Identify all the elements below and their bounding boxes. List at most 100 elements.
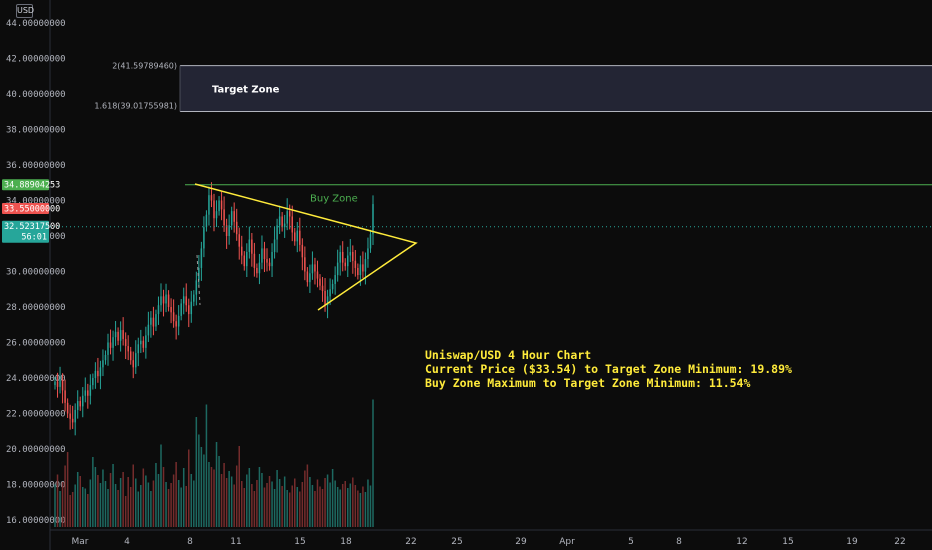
candle-body: [162, 296, 165, 304]
candle-body: [117, 331, 119, 341]
volume-bar: [362, 486, 364, 527]
candle-body: [132, 360, 134, 368]
volume-bar: [225, 478, 228, 527]
candle-body: [225, 225, 228, 236]
buy-zone-label: Buy Zone: [310, 194, 358, 205]
volume-bar: [107, 489, 109, 527]
volume-bar: [89, 479, 92, 527]
volume-bar: [294, 478, 296, 527]
candle-body: [200, 248, 203, 268]
volume-bar: [334, 480, 336, 527]
candle-body: [87, 390, 89, 396]
candle-body: [243, 255, 246, 267]
candle-body: [359, 264, 362, 276]
volume-bar: [119, 478, 122, 527]
candle-body: [324, 291, 326, 306]
candle-body: [271, 251, 273, 267]
volume-bar: [64, 465, 66, 527]
candle-body: [56, 381, 59, 387]
candle-body: [357, 267, 359, 276]
volume-bar: [162, 467, 165, 527]
volume-bar: [324, 478, 326, 527]
candle-body: [104, 354, 107, 361]
volume-bar: [347, 488, 349, 527]
volume-bar: [228, 471, 230, 527]
volume-bar: [167, 489, 170, 527]
candle-body: [102, 360, 104, 368]
y-tick-label: 28.00000000: [6, 303, 66, 313]
candle-body: [339, 251, 341, 263]
volume-bar: [124, 496, 127, 527]
candle-body: [352, 251, 354, 261]
volume-bar: [304, 470, 306, 527]
candle-body: [344, 262, 346, 267]
candle-body: [347, 255, 349, 267]
candle-body: [306, 271, 309, 283]
triangle-pattern: [194, 183, 418, 311]
x-tick-label: 15: [294, 537, 305, 547]
volume-bar: [92, 457, 94, 527]
volume-bar: [359, 493, 362, 527]
volume-bar: [150, 491, 152, 527]
candle-body: [203, 227, 205, 249]
volume-bar: [61, 482, 64, 527]
volume-bar: [291, 485, 293, 527]
price-tag: [2, 220, 49, 243]
currency-badge[interactable]: USD: [16, 4, 34, 18]
target-zone-box: [180, 65, 932, 112]
candle-body: [319, 278, 321, 286]
candle-body: [208, 195, 210, 215]
price-tag: [2, 179, 49, 191]
price-tag: [2, 202, 49, 214]
volume-bar: [306, 464, 309, 527]
candle-body: [278, 216, 281, 226]
volume-bar: [135, 478, 137, 527]
y-tick-label: 16.00000000: [6, 516, 66, 526]
volume-bar: [76, 472, 79, 527]
volume-bar: [82, 487, 84, 527]
volume-bar: [223, 463, 225, 527]
candle-body: [119, 330, 122, 341]
candle-body: [195, 280, 198, 295]
volume-bar: [215, 442, 218, 527]
volume-bar: [172, 474, 175, 527]
candle-body: [367, 248, 369, 260]
candle-body: [175, 321, 177, 327]
candle-body: [220, 200, 223, 210]
volume-bar: [268, 476, 271, 527]
volume-bar: [258, 467, 261, 527]
candle-body: [213, 200, 215, 219]
volume-bar: [140, 485, 142, 527]
volume-bar: [132, 464, 134, 527]
volume-bar: [74, 484, 76, 527]
x-tick-label: Apr: [559, 537, 575, 547]
volume-bar: [372, 399, 374, 527]
candle-body: [79, 401, 81, 407]
y-tick-label: 20.00000000: [6, 445, 66, 455]
x-tick-label: 18: [340, 537, 352, 547]
x-tick-label: 15: [782, 537, 793, 547]
candle-body: [185, 296, 187, 306]
y-tick-label: 42.00000000: [6, 55, 66, 65]
volume-bar: [321, 489, 324, 527]
x-tick-label: 22: [405, 537, 416, 547]
price-tag-countdown: 56:01: [21, 233, 47, 243]
candle-body: [316, 271, 319, 279]
volume-bar: [349, 483, 352, 527]
candle-body: [309, 273, 311, 283]
candle-body: [193, 294, 195, 302]
volume-bar: [326, 474, 329, 527]
candle-body: [235, 221, 238, 235]
volume-bar: [122, 472, 124, 527]
candle-body: [296, 230, 299, 242]
y-tick-label: 30.00000000: [6, 268, 66, 278]
volume-bar: [344, 481, 346, 527]
volume-bar: [301, 482, 304, 527]
candle-body: [94, 370, 97, 378]
candle-body: [127, 346, 129, 352]
candle-body: [354, 260, 357, 268]
volume-bar: [367, 479, 369, 527]
volume-bar: [104, 481, 107, 527]
candle-body: [59, 379, 61, 387]
